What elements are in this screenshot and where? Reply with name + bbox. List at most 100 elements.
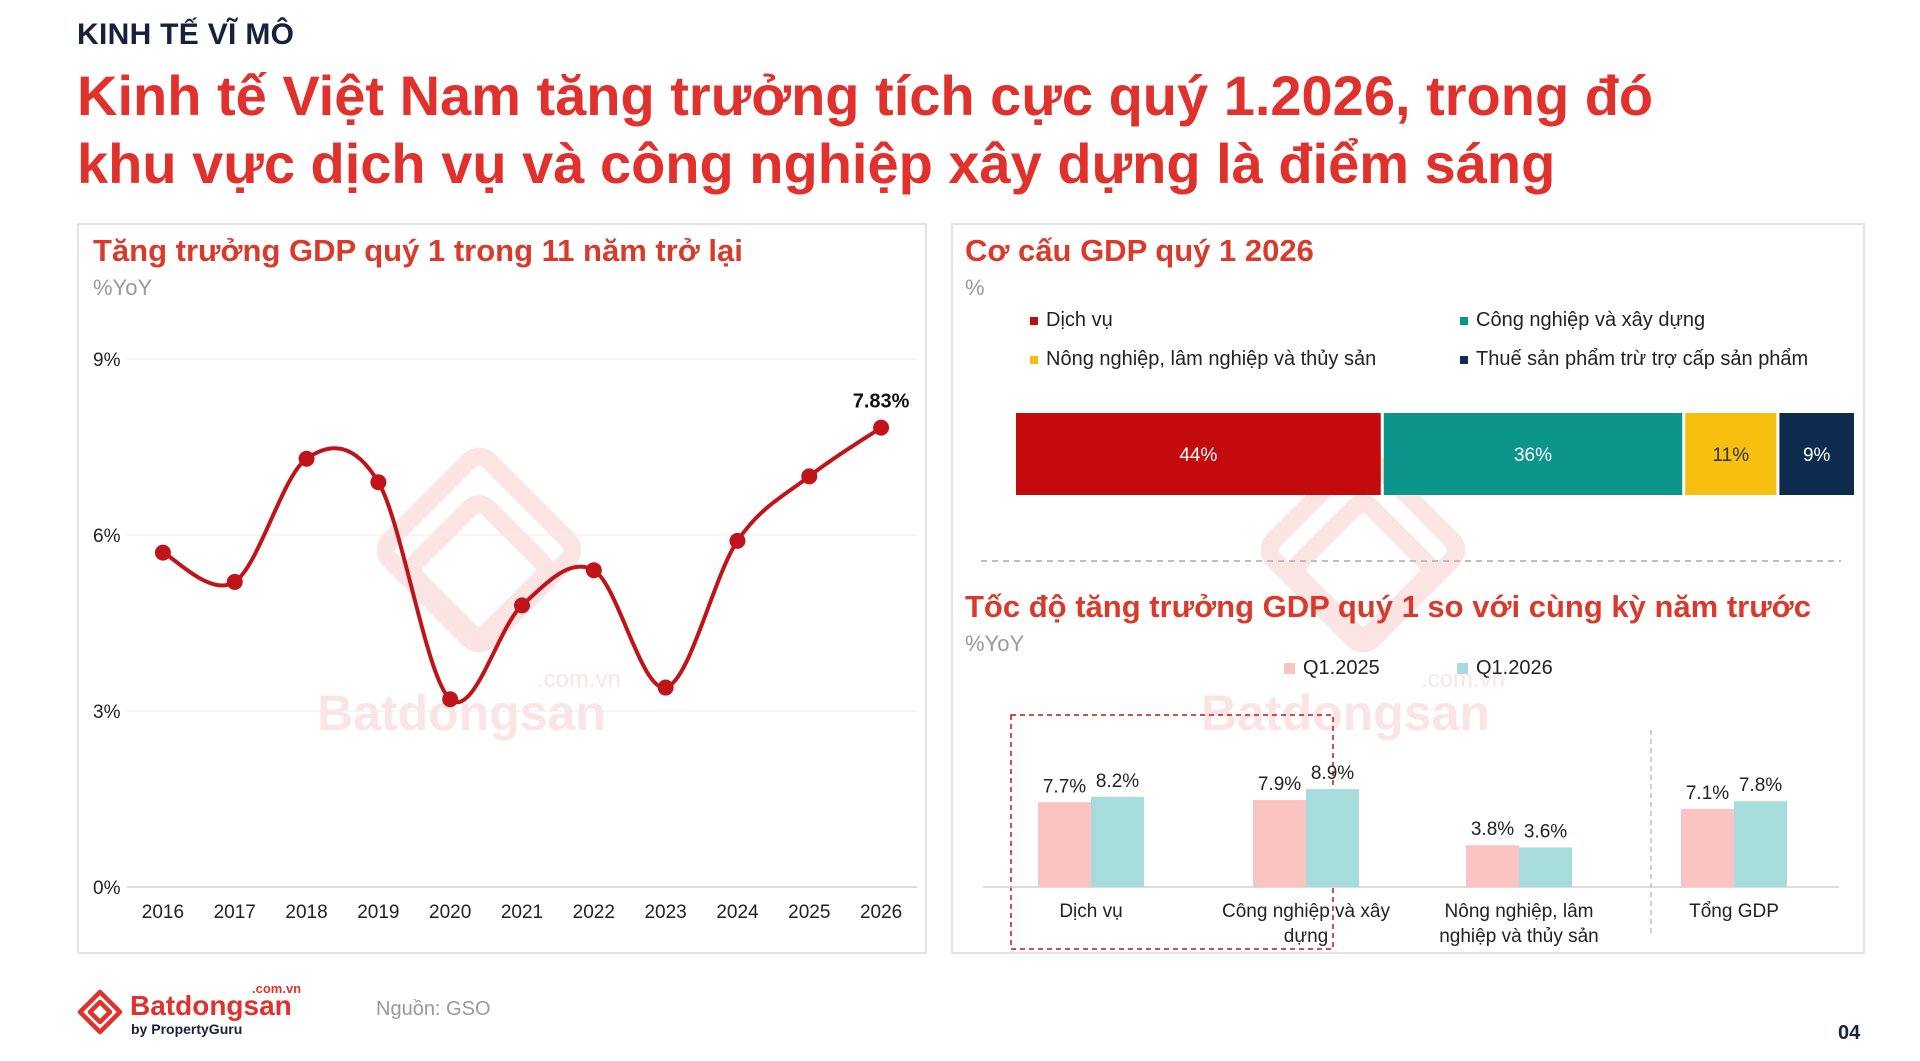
stacked-segment-label: 9% <box>1803 445 1831 466</box>
watermark-right: Batdongsan .com.vn <box>1201 447 1505 741</box>
data-point <box>154 544 171 561</box>
grouped-bar <box>1253 800 1306 887</box>
legend-swatch-q2026 <box>1457 663 1468 674</box>
legend-label-q2026: Q1.2026 <box>1476 657 1553 679</box>
logo-domain: .com.vn <box>252 981 301 996</box>
x-tick-label: 2021 <box>501 902 543 923</box>
watermark-domain-right: .com.vn <box>1421 666 1505 693</box>
gdp-growth-panel: Tăng trưởng GDP quý 1 trong 11 năm trở l… <box>77 223 927 954</box>
grouped-bar-label: 3.8% <box>1471 819 1514 840</box>
legend-industry: Công nghiệp và xây dựng <box>1460 309 1705 332</box>
data-point <box>873 419 890 436</box>
stacked-chart-unit: % <box>965 275 985 300</box>
data-point <box>370 474 387 491</box>
legend-swatch-services <box>1030 316 1038 325</box>
logo-icon <box>77 989 123 1035</box>
y-tick-label: 3% <box>93 702 121 723</box>
legend-swatch-industry <box>1460 316 1468 325</box>
x-tick-label: 2016 <box>142 902 184 923</box>
watermark-text-right: Batdongsan <box>1201 685 1490 741</box>
category-label: nghiệp và thủy sản <box>1439 926 1599 947</box>
legend-label-industry: Công nghiệp và xây dựng <box>1476 309 1706 331</box>
growth-chart-title: Tốc độ tăng trưởng GDP quý 1 so với cùng… <box>965 589 1811 624</box>
y-tick-label: 9% <box>93 350 121 371</box>
stacked-segment-label: 11% <box>1712 445 1749 466</box>
grouped-bar <box>1306 789 1359 887</box>
data-point <box>226 573 243 590</box>
grouped-bar-label: 8.9% <box>1311 763 1354 784</box>
category-label: Tổng GDP <box>1689 901 1779 922</box>
legend-label-q2025: Q1.2025 <box>1303 657 1380 679</box>
y-tick-label: 0% <box>93 878 121 899</box>
x-tick-label: 2025 <box>788 902 830 923</box>
legend-q2025: Q1.2025 <box>1284 657 1380 680</box>
x-tick-label: 2026 <box>860 902 902 923</box>
data-point <box>298 450 315 467</box>
x-tick-label: 2020 <box>429 902 471 923</box>
grouped-bar <box>1519 847 1572 887</box>
x-tick-label: 2024 <box>716 902 759 923</box>
headline-line-1: Kinh tế Việt Nam tăng trưởng tích cực qu… <box>77 64 1654 127</box>
brand-logo: .com.vn Batdongsan by PropertyGuru <box>77 981 301 1037</box>
legend-label-tax: Thuế sản phẩm trừ trợ cấp sản phẩm <box>1476 348 1809 370</box>
data-point <box>657 679 674 696</box>
line-chart-unit: %YoY <box>93 275 153 300</box>
highlight-box <box>1010 714 1334 950</box>
grouped-bar <box>1681 808 1734 887</box>
x-tick-label: 2022 <box>573 902 615 923</box>
right-charts: Batdongsan .com.vn 44% 36% 11% 9% 7.7% 8.2% D… <box>981 413 1854 950</box>
legend-services: Dịch vụ <box>1030 309 1113 332</box>
x-tick-label: 2019 <box>357 902 399 923</box>
stacked-segment-label: 44% <box>1179 445 1217 466</box>
grouped-bar <box>1734 801 1787 887</box>
watermark-text: Batdongsan <box>317 685 606 741</box>
section-category: KINH TẾ VĨ MÔ <box>77 18 295 51</box>
data-point <box>514 597 530 614</box>
category-label: dựng <box>1284 926 1328 947</box>
logo-wordmark: Batdongsan <box>130 990 292 1021</box>
legend-label-services: Dịch vụ <box>1046 309 1113 331</box>
legend-label-agriculture: Nông nghiệp, lâm nghiệp và thủy sản <box>1046 348 1377 370</box>
stacked-chart-title: Cơ cấu GDP quý 1 2026 <box>965 233 1314 268</box>
source-note: Nguồn: GSO <box>376 998 491 1020</box>
category-label: Dịch vụ <box>1059 901 1122 922</box>
category-label: Công nghiệp và xây <box>1222 901 1390 922</box>
headline-line-2: khu vực dịch vụ và công nghiệp xây dựng … <box>77 132 1556 195</box>
grouped-bar-label: 3.6% <box>1524 821 1567 842</box>
grouped-bar-label: 7.1% <box>1686 783 1729 804</box>
watermark-domain: .com.vn <box>537 666 621 693</box>
latest-value-label: 7.83% <box>853 391 910 413</box>
stacked-segment <box>1779 413 1854 495</box>
data-point <box>442 691 459 708</box>
grouped-bar-label: 7.9% <box>1258 774 1301 795</box>
legend-agriculture: Nông nghiệp, lâm nghiệp và thủy sản <box>1030 348 1376 371</box>
x-tick-label: 2023 <box>644 902 686 923</box>
legend-swatch-agriculture <box>1030 355 1038 364</box>
logo-byline: by PropertyGuru <box>131 1021 242 1037</box>
grouped-bar <box>1038 802 1091 887</box>
grouped-bar <box>1091 796 1144 887</box>
grouped-bar <box>1466 845 1519 887</box>
x-tick-label: 2017 <box>214 902 256 923</box>
legend-swatch-q2025 <box>1284 663 1295 674</box>
page-number: 04 <box>1838 1022 1861 1044</box>
legend-swatch-tax <box>1460 355 1468 364</box>
data-point <box>801 468 818 485</box>
legend-q2026: Q1.2026 <box>1457 657 1553 680</box>
watermark: Batdongsan .com.vn <box>317 447 621 741</box>
grouped-bar-label: 7.8% <box>1739 775 1782 796</box>
stacked-segment-label: 36% <box>1514 445 1552 466</box>
page-headline: Kinh tế Việt Nam tăng trưởng tích cực qu… <box>77 62 1867 198</box>
line-chart: Batdongsan .com.vn 0% 3% 6% 9% 2016 2017 2018… <box>93 350 917 923</box>
stacked-segment <box>1383 413 1683 495</box>
legend-tax: Thuế sản phẩm trừ trợ cấp sản phẩm <box>1460 348 1808 371</box>
grouped-bar-label: 7.7% <box>1043 776 1086 797</box>
stacked-segment <box>1016 413 1381 495</box>
gdp-structure-panel: Cơ cấu GDP quý 1 2026 % Dịch vụ Công ngh… <box>951 223 1865 954</box>
stacked-segment <box>1685 413 1777 495</box>
line-chart-title: Tăng trưởng GDP quý 1 trong 11 năm trở l… <box>93 233 743 268</box>
grouped-bar-label: 8.2% <box>1096 771 1139 792</box>
category-label: Nông nghiệp, lâm <box>1445 901 1594 922</box>
x-tick-label: 2018 <box>285 902 327 923</box>
gdp-growth-line <box>161 425 883 705</box>
